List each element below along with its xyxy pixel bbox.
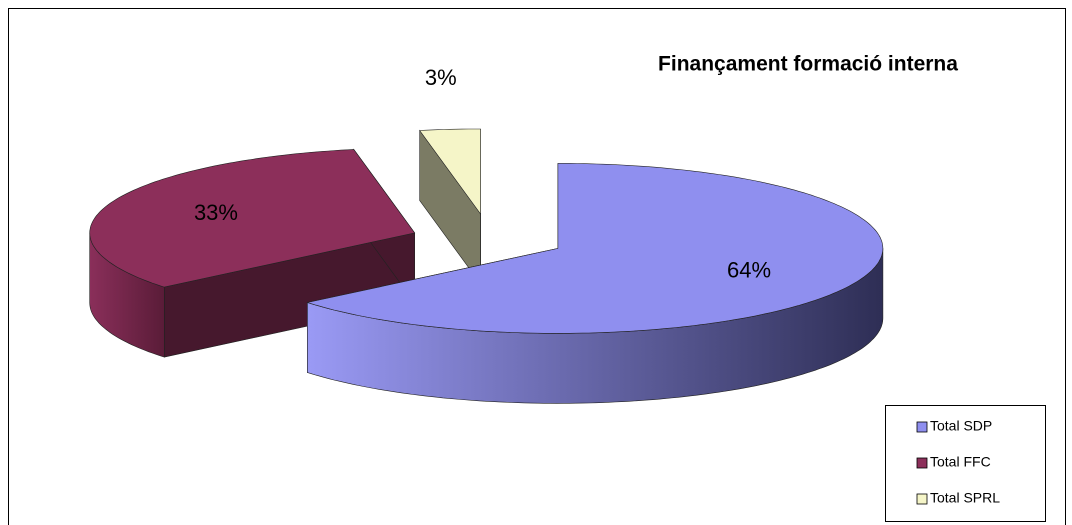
data-label: 3% — [425, 65, 457, 90]
legend — [885, 405, 1046, 522]
legend-swatch — [916, 421, 928, 433]
data-label: 33% — [194, 200, 238, 225]
data-label: 64% — [727, 258, 771, 283]
legend-swatch — [916, 493, 928, 505]
pie — [89, 128, 884, 404]
legend-label: Total SPRL — [930, 490, 1000, 506]
chart-title: Finançament formació interna — [658, 53, 958, 76]
slice-top — [306, 163, 884, 334]
legend-label: Total SDP — [930, 418, 992, 434]
slice-top — [89, 149, 416, 288]
slice-top — [419, 128, 481, 215]
legend-label: Total FFC — [930, 454, 991, 470]
legend-swatch — [916, 457, 928, 469]
